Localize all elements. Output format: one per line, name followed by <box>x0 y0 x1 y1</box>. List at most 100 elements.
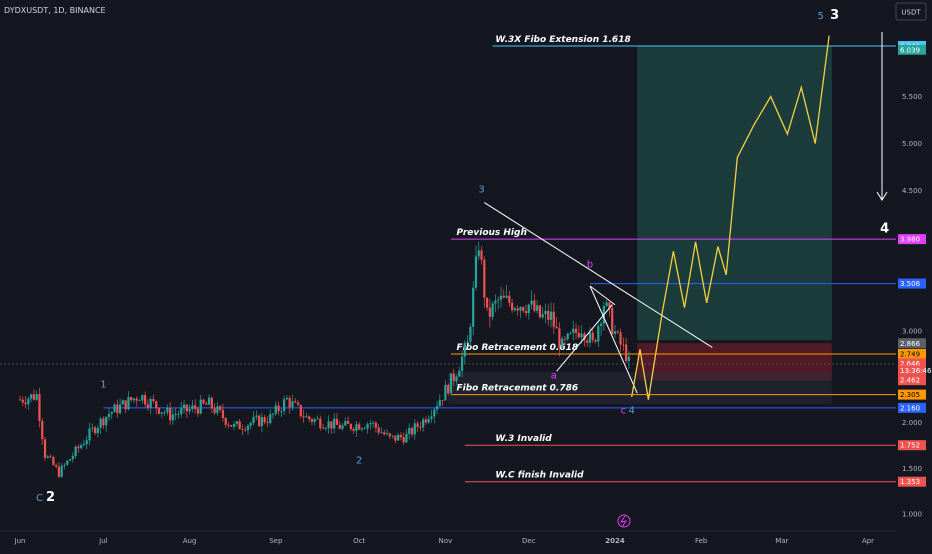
candle-body <box>230 425 233 427</box>
level-badge-7: 1.353 <box>900 478 920 486</box>
candle-body <box>194 405 197 409</box>
candle-body <box>88 428 91 441</box>
candle-body <box>408 428 411 434</box>
candle-body <box>127 396 130 410</box>
candle-body <box>608 302 611 309</box>
x-tick-label: Sep <box>269 537 283 545</box>
candle-body <box>613 331 617 334</box>
candle-body <box>185 404 188 412</box>
candle-body <box>221 409 225 419</box>
candle-body <box>372 422 375 424</box>
candle-body <box>210 397 213 409</box>
candle-body <box>405 433 408 443</box>
candle-body <box>174 414 177 415</box>
candle-body <box>113 404 116 413</box>
candle-body <box>547 310 550 320</box>
candle-body <box>627 356 630 361</box>
candle-body <box>196 408 200 414</box>
candle-body <box>77 446 80 449</box>
candle-body <box>541 314 544 318</box>
trendlines-layer <box>484 202 713 394</box>
candle-body <box>435 406 439 410</box>
candle-body <box>346 420 350 424</box>
candle-body <box>182 404 186 409</box>
candle-body <box>110 412 113 414</box>
price-badge-3-box <box>898 365 926 376</box>
candle-body <box>611 308 614 334</box>
candle-body <box>463 343 466 357</box>
y-tick-label: 1.500 <box>902 465 922 473</box>
candle-body <box>305 416 308 418</box>
level-badge-4: 2.305 <box>900 391 920 399</box>
symbol-title: DYDXUSDT, 1D, BINANCE <box>4 6 106 15</box>
candle-body <box>252 417 255 423</box>
candle-body <box>238 421 241 430</box>
candle-body <box>35 394 38 400</box>
candle-body <box>524 310 528 314</box>
candle-body <box>80 445 83 449</box>
candle-body <box>224 418 227 425</box>
candle-body <box>246 425 250 431</box>
level-label-0: W.3X Fibo Extension 1.618 <box>495 35 630 45</box>
currency-button[interactable] <box>895 2 927 21</box>
y-tick-label: 3.000 <box>902 328 922 336</box>
candle-body <box>536 305 539 311</box>
candle-body <box>597 326 600 342</box>
candle-body <box>57 466 61 477</box>
candle-body <box>477 250 480 257</box>
candle-body <box>552 311 555 327</box>
currency-button-label[interactable]: USDT <box>901 9 921 17</box>
level-badge-2: 3.506 <box>900 280 921 288</box>
candle-body <box>99 418 102 428</box>
candle-body <box>622 344 625 346</box>
candle-body <box>294 401 297 403</box>
candle-body <box>377 427 380 433</box>
lightning-icon[interactable] <box>617 514 631 528</box>
candle-body <box>91 427 94 429</box>
candle-body <box>444 384 447 401</box>
candle-body <box>24 402 27 405</box>
candle-body <box>499 295 503 300</box>
candle-body <box>299 404 302 417</box>
candle-body <box>135 398 138 401</box>
wave-label-9: 5 <box>818 11 824 22</box>
candle-body <box>321 427 325 429</box>
wave-label-2: 2 <box>356 456 362 467</box>
candle-body <box>288 398 291 408</box>
candle-body <box>130 396 133 401</box>
candle-body <box>625 344 628 361</box>
level-label-6: W.3 Invalid <box>495 434 552 444</box>
price-badge-4-box <box>898 375 926 386</box>
wave-label-10: 3 <box>830 8 839 23</box>
candle-body <box>385 433 389 435</box>
candle-body <box>30 394 33 399</box>
time-axis[interactable]: Jun Jul Aug Sep Oct Nov Dec 2024 Feb Mar Apr <box>14 537 875 545</box>
candle-body <box>583 333 586 341</box>
candle-body <box>313 419 316 422</box>
candle-body <box>349 423 352 429</box>
candle-body <box>533 300 536 311</box>
candle-body <box>491 303 494 317</box>
wave-label-6: 4 <box>628 405 634 416</box>
candle-body <box>18 399 22 401</box>
level-badge-1-box <box>898 234 926 245</box>
candle-body <box>144 395 147 405</box>
candle-body <box>355 424 358 431</box>
wave-label-5: c <box>621 405 627 416</box>
level-badge-2-box <box>898 278 926 289</box>
trendline-3 <box>589 285 616 306</box>
candle-body <box>63 464 66 466</box>
candle-body <box>296 402 300 405</box>
y-tick-label: 2.000 <box>902 419 922 427</box>
candle-body <box>66 460 69 465</box>
candle-body <box>263 417 266 423</box>
candle-body <box>255 415 258 418</box>
x-tick-label: Mar <box>775 537 788 545</box>
candle-body <box>374 422 377 428</box>
candle-body <box>538 305 542 318</box>
level-badge-5: 2.160 <box>900 404 920 412</box>
candle-body <box>68 459 72 461</box>
wave-label-0: 3 <box>478 184 484 195</box>
